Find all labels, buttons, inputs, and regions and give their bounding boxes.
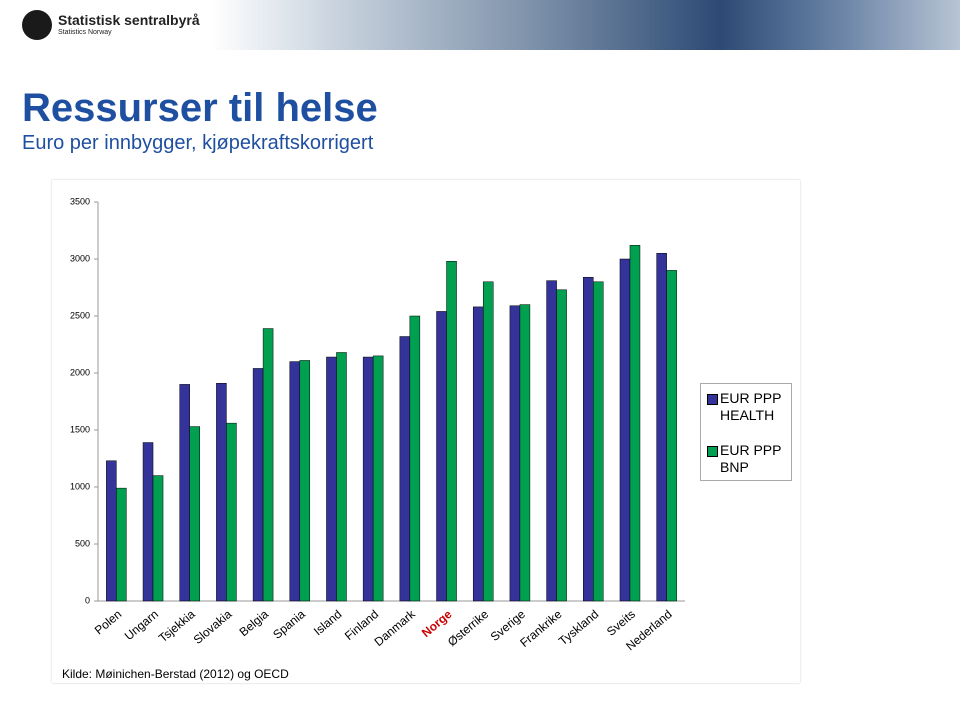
bar <box>252 368 264 602</box>
bar <box>152 475 164 602</box>
bar <box>509 305 521 602</box>
source: Kilde: Møinichen-Berstad (2012) og OECD <box>62 667 289 681</box>
bar <box>216 383 227 602</box>
logo-subtitle: Statistics Norway <box>58 29 112 36</box>
legend-label: EUR PPP HEALTH <box>720 390 782 423</box>
bar <box>299 360 311 602</box>
x-tick-label: Belgia <box>237 607 272 639</box>
bar <box>262 328 274 602</box>
y-tick-label: 0 <box>85 595 90 605</box>
legend: EUR PPP HEALTH EUR PPP BNP <box>700 383 792 481</box>
bar <box>372 355 384 602</box>
y-tick-label: 1000 <box>70 481 90 491</box>
x-tick-label: Slovakia <box>191 607 235 647</box>
y-tick-label: 500 <box>75 538 90 548</box>
x-tick-label: Spania <box>270 607 308 642</box>
legend-label: EUR PPP BNP <box>720 442 782 475</box>
bar <box>116 487 127 602</box>
x-tick-label: Ungarn <box>122 607 161 643</box>
legend-swatch <box>707 394 718 405</box>
bar <box>106 460 117 602</box>
legend-swatch <box>707 446 718 457</box>
bar <box>519 304 531 602</box>
x-tick-label: Tsjekkia <box>156 607 198 645</box>
bar <box>326 356 337 602</box>
x-tick-label: Frankrike <box>517 607 565 650</box>
bar <box>226 422 237 602</box>
bar <box>619 258 631 602</box>
bar <box>436 311 447 602</box>
slide-title: Ressurser til helse <box>22 86 378 130</box>
bar <box>289 361 301 602</box>
bar <box>189 426 200 602</box>
y-tick-label: 3000 <box>70 253 90 263</box>
bar <box>593 281 604 602</box>
x-tick-label: Østerrike <box>445 607 492 649</box>
bar <box>409 315 421 602</box>
bar <box>472 306 484 602</box>
slide-subtitle: Euro per innbygger, kjøpekraftskorrigert <box>22 132 374 154</box>
bar <box>629 245 641 602</box>
bar <box>399 336 411 602</box>
bar <box>179 384 190 602</box>
bar <box>556 289 567 602</box>
y-tick-label: 1500 <box>70 424 90 434</box>
banner <box>0 0 960 50</box>
bar <box>546 280 557 602</box>
bar <box>142 442 154 602</box>
x-tick-label: Polen <box>92 607 125 637</box>
x-tick-label: Tyskland <box>556 607 601 648</box>
bar <box>583 276 594 602</box>
y-tick-label: 2000 <box>70 367 90 377</box>
bar <box>362 356 374 602</box>
bar <box>446 261 457 602</box>
bar <box>336 352 347 602</box>
x-tick-label: Danmark <box>372 606 419 649</box>
logo-name: Statistisk sentralbyrå <box>58 12 200 28</box>
bar <box>656 253 667 602</box>
bar <box>666 270 677 602</box>
y-tick-label: 3500 <box>70 196 90 206</box>
y-tick-label: 2500 <box>70 310 90 320</box>
bar <box>482 281 494 602</box>
logo-icon <box>22 10 52 40</box>
x-tick-label: Island <box>311 607 345 638</box>
